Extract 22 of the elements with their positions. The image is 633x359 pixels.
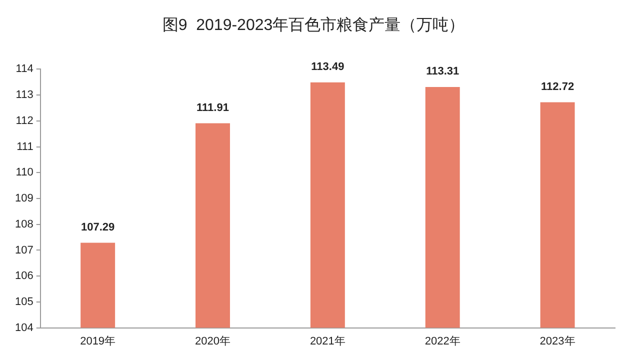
y-tick-label: 108 <box>14 218 34 230</box>
data-label: 111.91 <box>196 102 229 114</box>
y-tick-label: 113 <box>16 89 34 102</box>
y-tick-label: 104 <box>14 322 34 334</box>
x-tick-label: 2023年 <box>540 335 576 348</box>
x-tick-label: 2022年 <box>424 335 460 348</box>
chart-title: 图9 2019-2023年百色市粮食产量（万吨） <box>162 16 465 34</box>
y-tick-label: 110 <box>16 166 34 179</box>
x-tick-label: 2020年 <box>195 335 230 348</box>
y-tick-label: 112 <box>16 114 34 127</box>
data-label: 113.49 <box>311 60 344 73</box>
data-label: 112.72 <box>541 80 574 93</box>
y-tick-label: 109 <box>14 192 34 205</box>
y-tick-label: 114 <box>16 63 34 76</box>
y-tick-label: 105 <box>14 296 34 308</box>
x-tick-label: 2021年 <box>310 335 346 348</box>
y-tick-label: 106 <box>14 270 34 282</box>
y-tick-label: 107 <box>14 244 34 256</box>
data-label: 113.31 <box>426 66 460 78</box>
data-label: 107.29 <box>80 221 115 234</box>
x-tick-label: 2019年 <box>80 335 116 348</box>
y-tick-label: 111 <box>16 140 34 153</box>
